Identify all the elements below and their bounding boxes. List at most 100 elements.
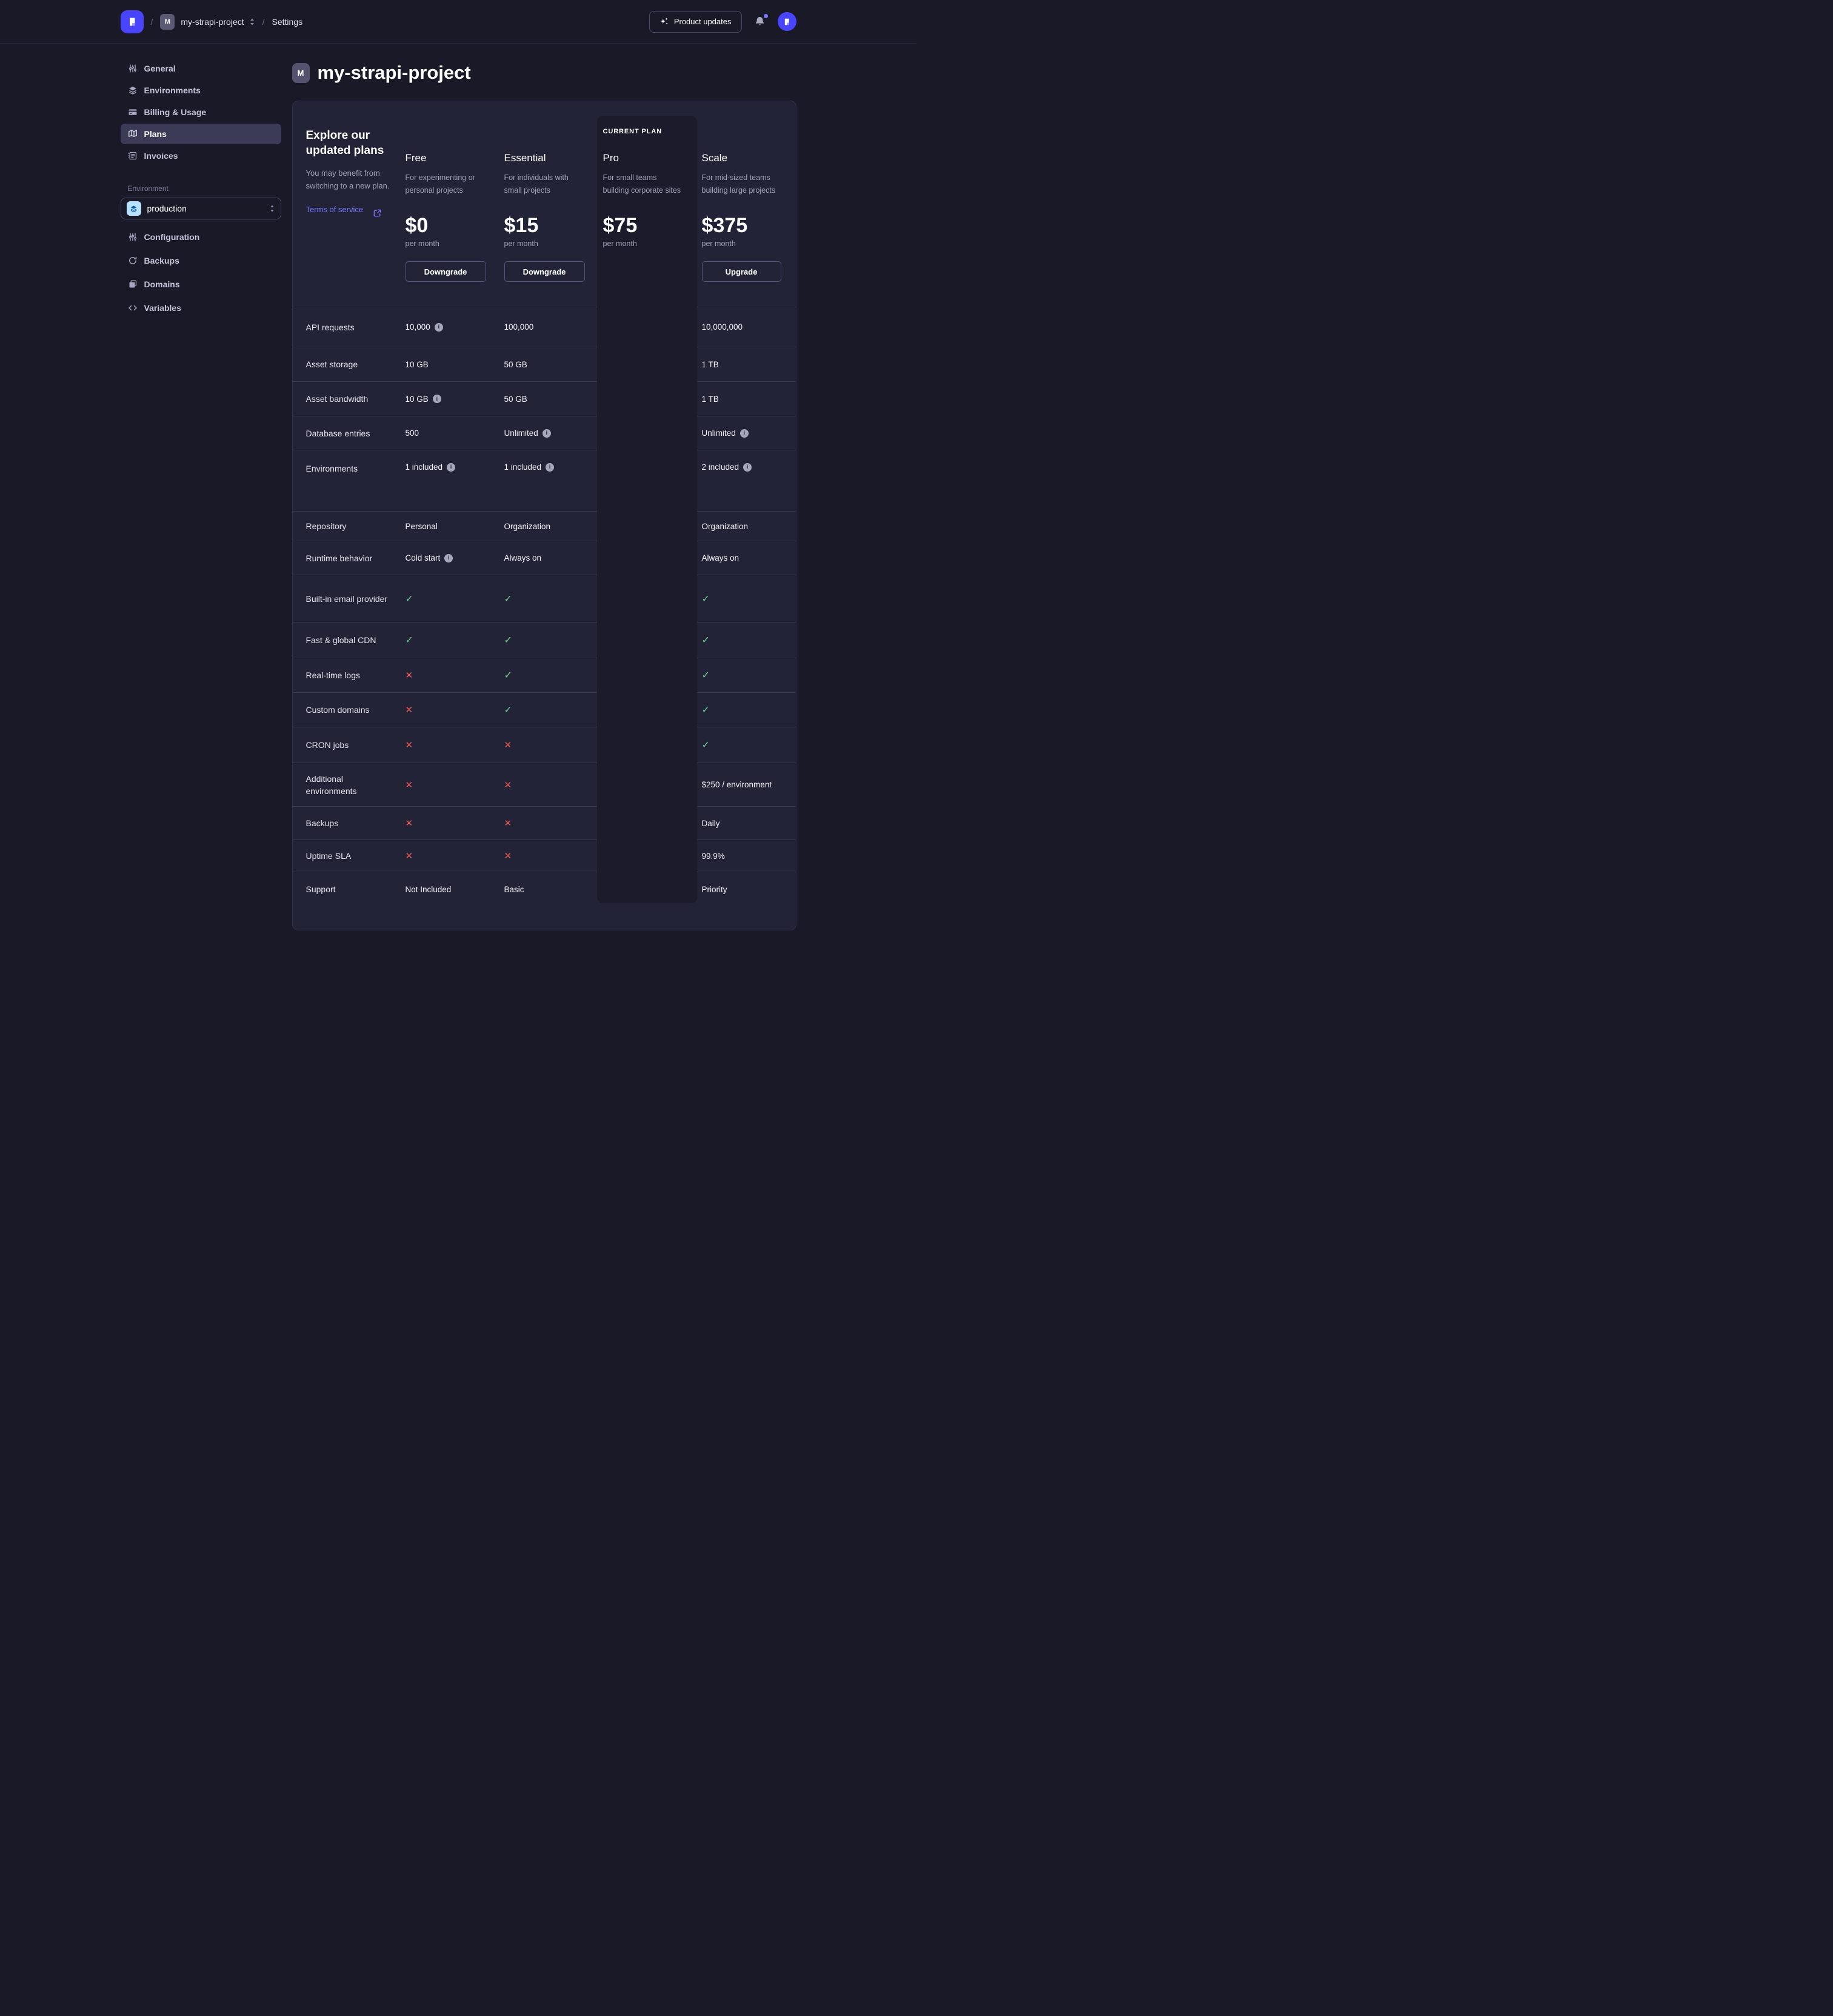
product-updates-button[interactable]: Product updates	[649, 10, 742, 33]
feature-value-text: 500	[405, 429, 419, 438]
feature-value-text: 10 GB	[405, 359, 429, 369]
environment-select[interactable]: production	[120, 198, 281, 219]
credit-card-icon	[128, 107, 138, 117]
plan-description: For mid-sized teams building large proje…	[701, 173, 776, 195]
downgrade-button-free[interactable]: Downgrade	[405, 261, 486, 282]
sidebar-item-invoices[interactable]: Invoices	[121, 145, 281, 166]
info-icon[interactable]: i	[434, 322, 443, 332]
sidebar-item-label: Billing & Usage	[144, 107, 207, 117]
plan-price: $75	[603, 213, 638, 237]
feature-value: 10 GB	[406, 360, 504, 369]
feature-value: 50 GB	[504, 360, 603, 369]
plans-intro: Explore our updated plans You may benefi…	[306, 128, 398, 307]
breadcrumb-separator: /	[150, 16, 153, 27]
settings-sidebar: General Environments Billing & Usage Plans I…	[120, 58, 281, 930]
terms-of-service-label: Terms of service	[306, 205, 364, 214]
feature-value: $250 / environment	[702, 780, 783, 789]
notifications-button[interactable]	[752, 13, 768, 30]
feature-value-text: 10 GB	[405, 394, 429, 404]
plan-period: per month	[701, 239, 736, 248]
current-plan-badge: CURRENT PLAN	[603, 128, 663, 135]
feature-value: ✓	[504, 593, 603, 605]
info-icon[interactable]: i	[743, 462, 752, 472]
sidebar-item-label: Invoices	[144, 151, 178, 161]
sidebar-item-domains[interactable]: Domains	[121, 274, 281, 295]
feature-row-api-requests: API requests10,000i100,0001,000,00010,00…	[292, 307, 796, 347]
feature-row-database-entries: Database entries500UnlimitediUnlimitediU…	[292, 416, 796, 450]
feature-value-text: 2 included	[701, 462, 740, 472]
sidebar-item-variables[interactable]: Variables	[121, 298, 281, 318]
feature-value: 50 GB	[504, 395, 603, 404]
feature-value: ✕	[406, 850, 504, 861]
feature-value: Cold start i	[406, 553, 504, 562]
feature-value: ✕	[406, 818, 504, 829]
check-icon: ✓	[701, 705, 710, 715]
feature-value-text: Daily	[701, 818, 720, 828]
feature-value: ✓	[504, 704, 603, 716]
check-icon: ✓	[504, 635, 512, 646]
cross-icon: ✕	[405, 779, 413, 790]
cross-icon: ✕	[504, 740, 512, 750]
page-title-row: M my-strapi-project	[292, 62, 796, 84]
cross-icon: ✕	[405, 740, 413, 750]
breadcrumb-page: Settings	[272, 16, 303, 27]
strapi-logo-icon	[129, 18, 135, 25]
sliders-icon	[128, 232, 138, 242]
sidebar-item-label: General	[144, 64, 176, 73]
sidebar-item-configuration[interactable]: Configuration	[121, 227, 281, 247]
feature-value-text: 10,000	[405, 322, 430, 332]
layers-blue-icon	[126, 201, 141, 216]
info-icon[interactable]: i	[546, 462, 555, 472]
sidebar-item-billing-usage[interactable]: Billing & Usage	[121, 102, 281, 122]
downgrade-button-essential[interactable]: Downgrade	[504, 261, 585, 282]
info-icon[interactable]: i	[447, 462, 456, 472]
plan-column-scale: Scale For mid-sized teams building large …	[701, 128, 783, 307]
strapi-logo[interactable]	[120, 10, 144, 33]
cross-icon: ✕	[405, 851, 413, 861]
feature-label: Support	[306, 884, 336, 894]
user-avatar[interactable]	[777, 12, 796, 31]
info-icon[interactable]: i	[740, 429, 749, 438]
info-icon[interactable]: i	[432, 395, 441, 403]
feature-value-text: Personal	[405, 521, 438, 531]
check-icon: ✓	[701, 635, 710, 646]
breadcrumb-separator: /	[262, 16, 265, 27]
info-icon[interactable]: i	[444, 553, 453, 562]
plans-header: Explore our updated plans You may benefi…	[293, 101, 796, 307]
plan-period: per month	[603, 239, 637, 248]
feature-value: 10 GB i	[406, 395, 504, 404]
cross-icon: ✕	[504, 818, 512, 829]
environment-section-label: Environment	[127, 184, 169, 193]
check-icon: ✓	[504, 670, 512, 681]
cross-icon: ✕	[504, 851, 512, 861]
feature-value-text: Priority	[701, 884, 727, 894]
feature-value: ✓	[504, 669, 603, 681]
feature-row-real-time-logs: Real-time logs✕✓✓✓	[292, 658, 796, 692]
plan-button-spacer	[603, 261, 684, 282]
info-icon[interactable]: i	[542, 429, 551, 438]
pages-icon	[128, 279, 138, 289]
feature-label: Built-in email provider	[306, 593, 388, 604]
feature-value: ✕	[406, 779, 504, 790]
plan-name: Pro	[603, 152, 619, 164]
feature-value-text: 10,000,000	[701, 322, 743, 332]
current-plan-column-highlight	[596, 116, 697, 903]
plans-feature-table: API requests10,000i100,0001,000,00010,00…	[292, 307, 796, 906]
terms-of-service-link[interactable]: Terms of service	[306, 203, 381, 217]
page: / M my-strapi-project / Settings	[0, 0, 916, 1008]
feature-value: Unlimited i	[702, 429, 783, 438]
feature-label: Backups	[306, 818, 339, 828]
breadcrumb-project-selector[interactable]: my-strapi-project	[181, 17, 255, 27]
feature-value: ✓	[702, 593, 783, 605]
feature-row-cron-jobs: CRON jobs✕✕✓✓	[292, 727, 796, 763]
feature-value: ✕	[504, 850, 603, 861]
feature-label: Real-time logs	[306, 670, 360, 680]
sidebar-item-environments[interactable]: Environments	[121, 80, 281, 101]
sidebar-item-backups[interactable]: Backups	[121, 250, 281, 271]
sidebar-environment-nav: Configuration Backups Domains Variables	[121, 227, 281, 318]
upgrade-button-scale[interactable]: Upgrade	[701, 261, 781, 282]
sidebar-item-plans[interactable]: Plans	[120, 124, 281, 144]
sidebar-item-general[interactable]: General	[121, 58, 281, 79]
